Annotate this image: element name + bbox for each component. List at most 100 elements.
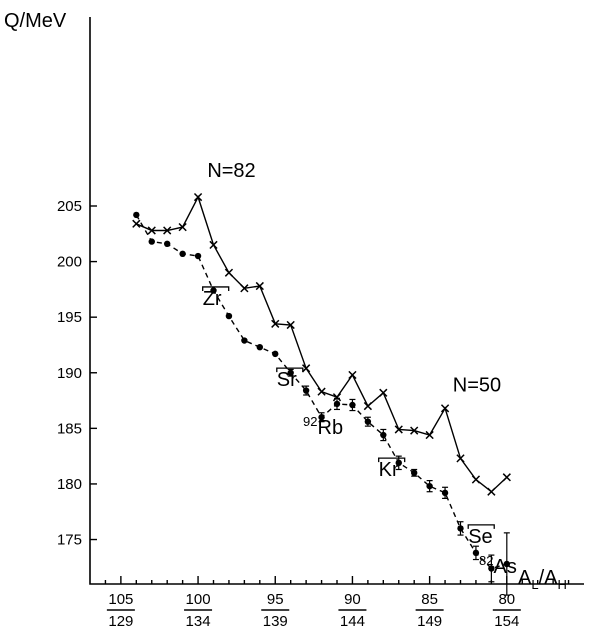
y-axis-title: Q/MeV xyxy=(4,10,67,32)
data-point-dot xyxy=(225,312,233,320)
cross-stroke xyxy=(209,240,218,250)
data-point-cross xyxy=(255,281,264,291)
data-point-cross xyxy=(410,426,419,435)
data-point-cross xyxy=(178,222,187,232)
annotation-bracket xyxy=(202,286,230,291)
data-point-cross xyxy=(332,393,342,402)
x-tick-label-light: 90 xyxy=(344,591,361,608)
series-layer xyxy=(132,192,511,596)
data-point-cross xyxy=(271,319,280,328)
data-point-cross xyxy=(193,192,203,202)
x-axis-ticks: 105 129 100 134 95 139 90 144 85 149 80 154 xyxy=(104,576,570,629)
data-point-cross xyxy=(394,425,403,434)
data-point-cross xyxy=(147,226,156,235)
data-point-dot xyxy=(472,549,480,557)
data-point-cross xyxy=(487,487,496,496)
cross-stroke xyxy=(286,320,295,330)
data-point-cross xyxy=(132,219,141,228)
cross-stroke xyxy=(163,226,172,235)
cross-stroke xyxy=(363,401,373,411)
data-point-cross xyxy=(317,387,326,396)
data-point-dot xyxy=(349,401,356,409)
cross-stroke xyxy=(193,192,203,202)
annotation-layer: N=82 N=50 Zr Sr Kr Se 92Rb 82As xyxy=(202,160,517,578)
annotation-rb: 92Rb xyxy=(303,414,343,439)
series-line-crosses xyxy=(136,195,508,493)
y-tick-label: 195 xyxy=(57,309,82,326)
y-tick-label: 190 xyxy=(57,365,82,382)
cross-stroke xyxy=(487,487,496,496)
y-tick-label: 200 xyxy=(57,254,82,271)
data-point-dot xyxy=(287,369,294,376)
y-tick-label: 175 xyxy=(57,532,82,549)
cross-stroke xyxy=(471,475,481,484)
data-point-cross xyxy=(286,320,295,330)
x-tick-label-heavy: 139 xyxy=(263,613,288,629)
annotation-element-symbol: Rb xyxy=(318,417,344,439)
annotation-bracket xyxy=(467,524,495,529)
y-tick-label: 205 xyxy=(57,198,82,215)
data-point-cross xyxy=(379,388,388,397)
data-point-dot xyxy=(395,459,402,467)
data-point-dot xyxy=(441,489,449,497)
x-tick-label-light: 85 xyxy=(421,591,438,608)
data-point-dot xyxy=(380,431,387,439)
cross-stroke xyxy=(301,364,311,373)
data-point-dot xyxy=(488,565,495,572)
x-tick-label-heavy: 149 xyxy=(417,613,442,629)
annotation-n-82: N=82 xyxy=(207,160,255,182)
x-tick-label-heavy: 129 xyxy=(108,613,133,629)
data-point-dot xyxy=(410,469,418,477)
y-axis-ticks: 175 180 185 190 195 200 205 xyxy=(57,198,97,549)
data-point-dot xyxy=(179,250,186,258)
x-tick-label-light: 105 xyxy=(108,591,133,608)
annotation-bracket xyxy=(276,367,304,373)
annotation-kr: Kr xyxy=(379,459,399,481)
data-point-dot xyxy=(318,414,325,421)
data-point-cross xyxy=(363,401,373,411)
data-point-dot xyxy=(302,387,310,394)
annotation-n-50: N=50 xyxy=(453,375,501,397)
y-tick-label: 180 xyxy=(57,476,82,493)
cross-stroke xyxy=(147,226,156,235)
x-tick-label-light: 80 xyxy=(498,591,515,608)
cross-stroke xyxy=(425,430,434,440)
data-point-dot xyxy=(241,337,248,344)
data-point-cross xyxy=(209,240,218,250)
cross-stroke xyxy=(502,473,511,482)
annotation-se: Se xyxy=(468,526,492,548)
data-point-dot xyxy=(503,560,511,568)
cross-stroke xyxy=(178,222,187,232)
data-point-cross xyxy=(425,430,434,440)
cross-stroke xyxy=(394,425,403,434)
data-point-dot xyxy=(133,211,140,219)
annotation-element-symbol: As xyxy=(493,556,516,578)
data-point-dot xyxy=(210,287,217,294)
cross-stroke xyxy=(410,426,419,435)
data-point-dot xyxy=(426,482,433,490)
data-point-cross xyxy=(471,475,481,484)
x-tick-label-light: 95 xyxy=(267,591,284,608)
data-point-dot xyxy=(194,252,202,260)
annotation-bracket xyxy=(378,457,406,463)
cross-stroke xyxy=(332,393,342,402)
annotation-sr: Sr xyxy=(277,369,297,391)
x-axis-title: AL/AH xyxy=(518,567,567,592)
data-point-cross xyxy=(224,268,234,277)
cross-stroke xyxy=(132,219,141,228)
data-point-dot xyxy=(457,525,464,532)
data-point-cross xyxy=(502,473,511,482)
data-point-cross xyxy=(240,284,249,293)
annotation-as: 82As xyxy=(479,553,517,578)
data-point-dot xyxy=(256,343,264,351)
cross-stroke xyxy=(317,387,326,396)
cross-stroke xyxy=(255,281,264,291)
x-tick-label-heavy: 134 xyxy=(186,613,211,629)
cross-stroke xyxy=(224,268,234,277)
x-tick-label-light: 100 xyxy=(186,591,211,608)
data-point-dot xyxy=(272,350,279,358)
data-point-cross xyxy=(163,226,172,235)
cross-stroke xyxy=(379,388,388,397)
data-point-cross xyxy=(348,370,357,380)
